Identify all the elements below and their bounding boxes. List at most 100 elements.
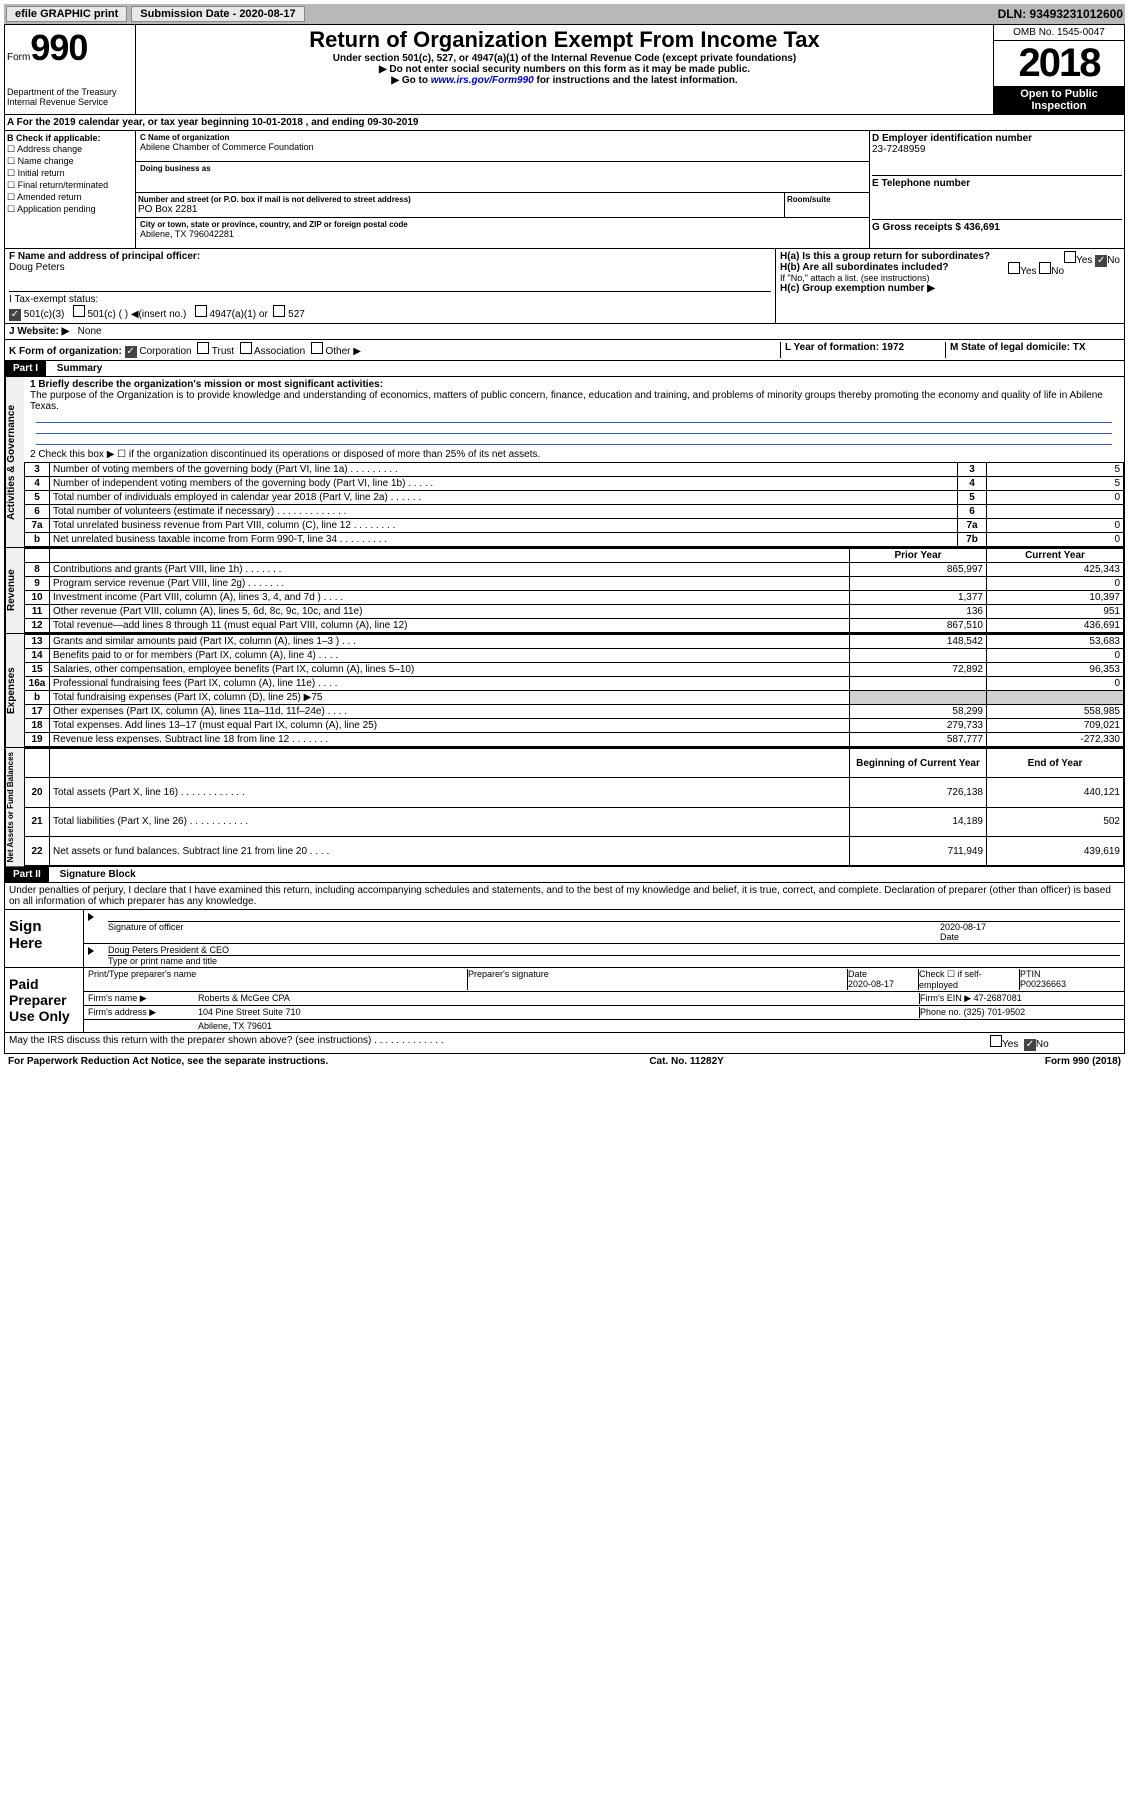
part2-title: Signature Block bbox=[52, 867, 144, 882]
paid-preparer-section: Paid Preparer Use Only Print/Type prepar… bbox=[4, 968, 1125, 1033]
hb-label: H(b) Are all subordinates included? bbox=[780, 262, 949, 273]
summary-net-assets: Net Assets or Fund Balances Beginning of… bbox=[4, 748, 1125, 867]
hc-label: H(c) Group exemption number ▶ bbox=[780, 283, 935, 294]
section-fh: F Name and address of principal officer:… bbox=[4, 249, 1125, 324]
hb-note: If "No," attach a list. (see instruction… bbox=[780, 273, 1120, 283]
table-row: 14Benefits paid to or for members (Part … bbox=[25, 649, 1124, 663]
q1-label: 1 Briefly describe the organization's mi… bbox=[30, 379, 383, 390]
row-a-tax-year: A For the 2019 calendar year, or tax yea… bbox=[4, 115, 1125, 131]
chk-final-return[interactable]: ☐ Final return/terminated bbox=[7, 180, 133, 191]
form-subtitle-3: ▶ Go to www.irs.gov/Form990 for instruct… bbox=[138, 75, 991, 86]
ha-label: H(a) Is this a group return for subordin… bbox=[780, 251, 990, 262]
chk-address-change[interactable]: ☐ Address change bbox=[7, 144, 133, 155]
submission-date: Submission Date - 2020-08-17 bbox=[131, 6, 304, 22]
summary-revenue: Revenue Prior YearCurrent Year 8Contribu… bbox=[4, 548, 1125, 634]
ein-value: 23-7248959 bbox=[872, 144, 1122, 155]
cat-no: Cat. No. 11282Y bbox=[649, 1056, 723, 1067]
table-ag: 3Number of voting members of the governi… bbox=[24, 462, 1124, 547]
pt-name-label: Print/Type preparer's name bbox=[88, 969, 468, 990]
officer-label: F Name and address of principal officer: bbox=[9, 251, 200, 262]
chk-527[interactable] bbox=[273, 305, 285, 317]
ha-no[interactable]: ✓ bbox=[1095, 255, 1107, 267]
footer: For Paperwork Reduction Act Notice, see … bbox=[4, 1054, 1125, 1069]
table-row: 6Total number of volunteers (estimate if… bbox=[25, 505, 1124, 519]
sidetab-ag: Activities & Governance bbox=[5, 377, 24, 547]
addr-value: PO Box 2281 bbox=[138, 204, 782, 215]
chk-other[interactable] bbox=[311, 342, 323, 354]
triangle-icon bbox=[88, 947, 94, 955]
form-header: Form990 Department of the Treasury Inter… bbox=[4, 24, 1125, 115]
col-b-checkboxes: B Check if applicable: ☐ Address change … bbox=[5, 131, 136, 248]
q1-text: The purpose of the Organization is to pr… bbox=[30, 390, 1103, 412]
q2-text: 2 Check this box ▶ ☐ if the organization… bbox=[24, 447, 1124, 462]
org-name: Abilene Chamber of Commerce Foundation bbox=[140, 142, 865, 152]
ein-label: D Employer identification number bbox=[872, 133, 1032, 144]
table-row: 11Other revenue (Part VIII, column (A), … bbox=[25, 605, 1124, 619]
tax-exempt-label: I Tax-exempt status: bbox=[9, 294, 98, 305]
summary-activities-governance: Activities & Governance 1 Briefly descri… bbox=[4, 377, 1125, 548]
form-title: Return of Organization Exempt From Incom… bbox=[138, 27, 991, 53]
ha-yes[interactable] bbox=[1064, 251, 1076, 263]
hb-yes[interactable] bbox=[1008, 262, 1020, 274]
dln: DLN: 93493231012600 bbox=[998, 7, 1123, 21]
public-inspection: Open to PublicInspection bbox=[994, 86, 1124, 114]
table-row: 20Total assets (Part X, line 16) . . . .… bbox=[25, 778, 1124, 807]
chk-pending[interactable]: ☐ Application pending bbox=[7, 204, 133, 215]
irs-yes[interactable] bbox=[990, 1035, 1002, 1047]
irs-discuss-row: May the IRS discuss this return with the… bbox=[4, 1033, 1125, 1054]
date-label: Date bbox=[940, 932, 959, 942]
chk-4947[interactable] bbox=[195, 305, 207, 317]
chk-initial-return[interactable]: ☐ Initial return bbox=[7, 168, 133, 179]
sign-here-label: Sign Here bbox=[5, 910, 84, 967]
city-label: City or town, state or province, country… bbox=[140, 220, 865, 229]
table-row: 17Other expenses (Part IX, column (A), l… bbox=[25, 705, 1124, 719]
chk-assoc[interactable] bbox=[240, 342, 252, 354]
table-row: 10Investment income (Part VIII, column (… bbox=[25, 591, 1124, 605]
top-toolbar: efile GRAPHIC print Submission Date - 20… bbox=[4, 4, 1125, 24]
row-k-org-form: K Form of organization: ✓ Corporation Tr… bbox=[4, 340, 1125, 361]
table-row: 22Net assets or fund balances. Subtract … bbox=[25, 837, 1124, 866]
firm-name: Roberts & McGee CPA bbox=[198, 993, 920, 1004]
irs-no[interactable]: ✓ bbox=[1024, 1039, 1036, 1051]
sign-here-section: Sign Here Signature of officer 2020-08-1… bbox=[4, 910, 1125, 968]
sidetab-na: Net Assets or Fund Balances bbox=[5, 748, 24, 866]
form-ref: Form 990 (2018) bbox=[1045, 1056, 1121, 1067]
hb-no[interactable] bbox=[1039, 262, 1051, 274]
declaration: Under penalties of perjury, I declare th… bbox=[4, 883, 1125, 910]
table-row: 19Revenue less expenses. Subtract line 1… bbox=[25, 733, 1124, 747]
addr-label: Number and street (or P.O. box if mail i… bbox=[138, 195, 782, 204]
irs-link[interactable]: www.irs.gov/Form990 bbox=[431, 75, 534, 86]
section-bcde: B Check if applicable: ☐ Address change … bbox=[4, 131, 1125, 249]
chk-amended[interactable]: ☐ Amended return bbox=[7, 192, 133, 203]
table-row: bTotal fundraising expenses (Part IX, co… bbox=[25, 691, 1124, 705]
room-label: Room/suite bbox=[787, 195, 867, 204]
chk-corp[interactable]: ✓ bbox=[125, 346, 137, 358]
table-row: 8Contributions and grants (Part VIII, li… bbox=[25, 563, 1124, 577]
pt-check[interactable]: Check ☐ if self-employed bbox=[919, 969, 1020, 990]
chk-name-change[interactable]: ☐ Name change bbox=[7, 156, 133, 167]
gross-receipts: G Gross receipts $ 436,691 bbox=[872, 222, 1000, 233]
omb-number: OMB No. 1545-0047 bbox=[994, 25, 1124, 41]
year-formation: L Year of formation: 1972 bbox=[785, 342, 904, 353]
chk-trust[interactable] bbox=[197, 342, 209, 354]
col-c-org-info: C Name of organization Abilene Chamber o… bbox=[136, 131, 869, 248]
table-revenue: Prior YearCurrent Year 8Contributions an… bbox=[24, 548, 1124, 633]
table-row: 9Program service revenue (Part VIII, lin… bbox=[25, 577, 1124, 591]
firm-addr1: 104 Pine Street Suite 710 bbox=[198, 1007, 301, 1017]
table-row: 12Total revenue—add lines 8 through 11 (… bbox=[25, 619, 1124, 633]
table-row: 18Total expenses. Add lines 13–17 (must … bbox=[25, 719, 1124, 733]
part2-header-row: Part II Signature Block bbox=[4, 867, 1125, 883]
paid-preparer-label: Paid Preparer Use Only bbox=[5, 968, 84, 1032]
table-row: 13Grants and similar amounts paid (Part … bbox=[25, 635, 1124, 649]
firm-name-label: Firm's name ▶ bbox=[88, 993, 198, 1004]
part2-badge: Part II bbox=[5, 867, 49, 882]
efile-button[interactable]: efile GRAPHIC print bbox=[6, 6, 127, 22]
table-net-assets: Beginning of Current YearEnd of Year 20T… bbox=[24, 748, 1124, 866]
table-expenses: 13Grants and similar amounts paid (Part … bbox=[24, 634, 1124, 747]
city-value: Abilene, TX 796042281 bbox=[140, 229, 865, 239]
chk-501c[interactable] bbox=[73, 305, 85, 317]
firm-phone: (325) 701-9502 bbox=[964, 1007, 1026, 1017]
chk-501c3[interactable]: ✓ bbox=[9, 309, 21, 321]
part1-header-row: Part I Summary bbox=[4, 361, 1125, 377]
table-row: 3Number of voting members of the governi… bbox=[25, 463, 1124, 477]
